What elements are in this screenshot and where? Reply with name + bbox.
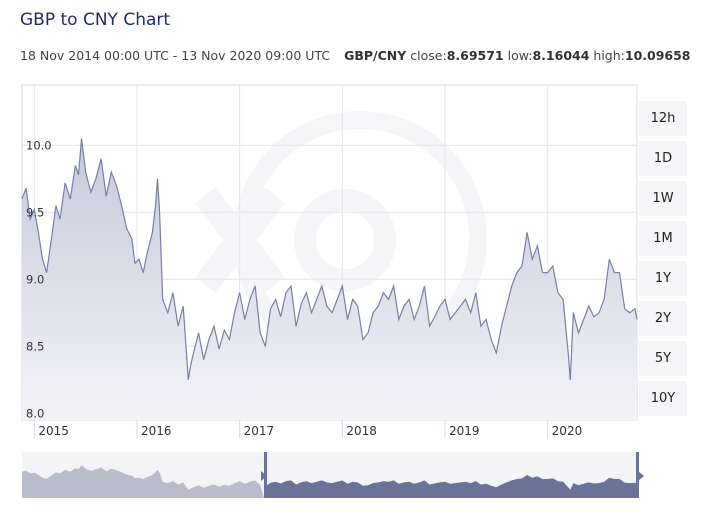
chart-summary: 18 Nov 2014 00:00 UTC - 13 Nov 2020 09:0…	[20, 48, 691, 63]
y-tick-label: 8.0	[26, 406, 44, 420]
navigator-area-selected	[264, 475, 637, 498]
x-tick-label: 2017	[244, 424, 275, 438]
range-button-1y[interactable]: 1Y	[639, 261, 687, 296]
range-button-5y[interactable]: 5Y	[639, 341, 687, 376]
x-tick-label: 2016	[141, 424, 172, 438]
range-button-1d[interactable]: 1D	[639, 141, 687, 176]
high-value: 10.09658	[624, 48, 691, 63]
y-tick-label: 9.5	[26, 205, 44, 219]
range-button-1w[interactable]: 1W	[639, 181, 687, 216]
chart-area	[22, 138, 637, 420]
range-button-2y[interactable]: 2Y	[639, 301, 687, 336]
navigator-left-arrow-icon[interactable]	[261, 471, 267, 481]
navigator[interactable]	[22, 452, 644, 498]
y-tick-label: 10.0	[26, 138, 52, 152]
high-label: high:	[593, 48, 625, 63]
page-title: GBP to CNY Chart	[20, 10, 171, 30]
x-tick-label: 2015	[38, 424, 69, 438]
navigator-right-arrow-icon[interactable]	[638, 471, 644, 481]
y-tick-label: 8.5	[26, 339, 44, 353]
close-value: 8.69571	[446, 48, 504, 63]
x-tick-label: 2018	[346, 424, 377, 438]
range-button-10y[interactable]: 10Y	[639, 381, 687, 416]
date-range: 18 Nov 2014 00:00 UTC - 13 Nov 2020 09:0…	[20, 48, 331, 63]
range-button-12h[interactable]: 12h	[639, 101, 687, 136]
x-axis: 2015 2016 2017 2018 2019 2020	[33, 420, 583, 438]
close-label: close:	[410, 48, 447, 63]
navigator-right-handle[interactable]	[636, 452, 639, 498]
chart-line	[21, 138, 638, 380]
x-tick-label: 2019	[449, 424, 480, 438]
range-button-1m[interactable]: 1M	[639, 221, 687, 256]
low-label: low:	[507, 48, 533, 63]
low-value: 8.16044	[532, 48, 590, 63]
x-tick-label: 2020	[552, 424, 583, 438]
y-tick-label: 9.0	[26, 272, 44, 286]
navigator-area-unselected	[22, 465, 264, 498]
y-axis: 8.0 8.5 9.0 9.5 10.0	[26, 138, 52, 420]
pair-label: GBP/CNY	[344, 48, 407, 63]
